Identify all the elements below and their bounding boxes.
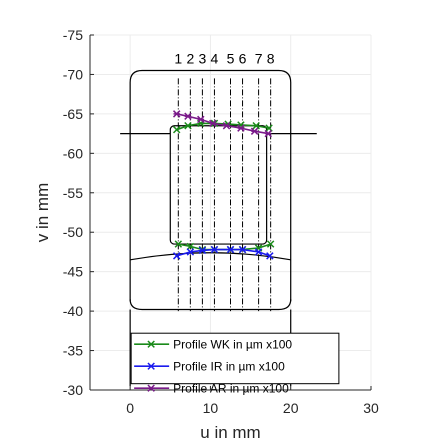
- marker: [198, 246, 207, 255]
- marker: [238, 245, 247, 254]
- segment-label: 4: [211, 50, 219, 66]
- axes: -75 -70 -65 -60 -55 -50 -45 -40 -35 -30 0 10 20 30: [63, 27, 379, 416]
- legend-label: Profile IR in µm x100: [173, 360, 285, 374]
- marker: [265, 124, 273, 132]
- x-tick-label: 30: [363, 400, 379, 416]
- segment-label: 6: [239, 50, 247, 66]
- series-1: [172, 245, 274, 260]
- legend: Profile WK in µm x100 Profile IR in µm x1…: [130, 332, 340, 396]
- legend-label: Profile WK in µm x100: [173, 338, 292, 352]
- x-axis-label: u in mm: [200, 423, 260, 442]
- y-tick-label: -55: [63, 185, 83, 201]
- legend-entry-2: Profile AR in µm x100: [134, 382, 289, 396]
- outer-contour: [129, 69, 292, 302]
- marker: [186, 248, 195, 256]
- marker: [174, 240, 183, 248]
- y-tick-label: -60: [63, 145, 83, 161]
- segment-label: 1: [174, 50, 182, 66]
- marker: [147, 362, 155, 370]
- marker: [210, 245, 219, 254]
- x-tick-label: 0: [126, 400, 134, 416]
- y-axis-label: v in mm: [33, 183, 52, 243]
- y-tick-label: -65: [63, 106, 83, 122]
- legend-entry-0: Profile WK in µm x100: [134, 338, 292, 352]
- y-tick-label: -45: [63, 264, 83, 280]
- segment-label: 2: [186, 50, 194, 66]
- y-tick-label: -35: [63, 343, 83, 359]
- x-tick-label: 10: [203, 400, 219, 416]
- marker: [266, 240, 275, 248]
- series-line: [176, 122, 270, 131]
- marker: [186, 242, 195, 251]
- marker: [184, 121, 192, 130]
- segment-label: 3: [199, 50, 207, 66]
- profile-series: [172, 110, 275, 260]
- y-tick-label: -40: [63, 303, 83, 319]
- x-tick-label: 20: [283, 400, 299, 416]
- outer-arc: [130, 252, 291, 261]
- y-tick-label: -30: [63, 382, 83, 398]
- marker: [172, 125, 181, 134]
- segment-label: 5: [227, 50, 235, 66]
- y-tick-label: -75: [63, 27, 83, 43]
- legend-entry-1: Profile IR in µm x100: [134, 360, 285, 374]
- marker: [252, 121, 260, 130]
- segment-label: 8: [267, 50, 275, 66]
- marker: [147, 340, 155, 348]
- legend-label: Profile AR in µm x100: [173, 382, 289, 396]
- marker: [254, 248, 263, 256]
- legend-box: [130, 332, 340, 385]
- marker: [266, 252, 274, 260]
- y-tick-label: -70: [63, 66, 83, 82]
- inner-window: [169, 125, 268, 245]
- series-2: [172, 110, 272, 138]
- y-tick-label: -50: [63, 224, 83, 240]
- outer-bottom-edge: [129, 299, 292, 311]
- series-line: [176, 248, 271, 257]
- component-outline: [120, 69, 317, 387]
- marker: [226, 245, 235, 254]
- segment-label: 7: [255, 50, 263, 66]
- marker: [172, 252, 181, 260]
